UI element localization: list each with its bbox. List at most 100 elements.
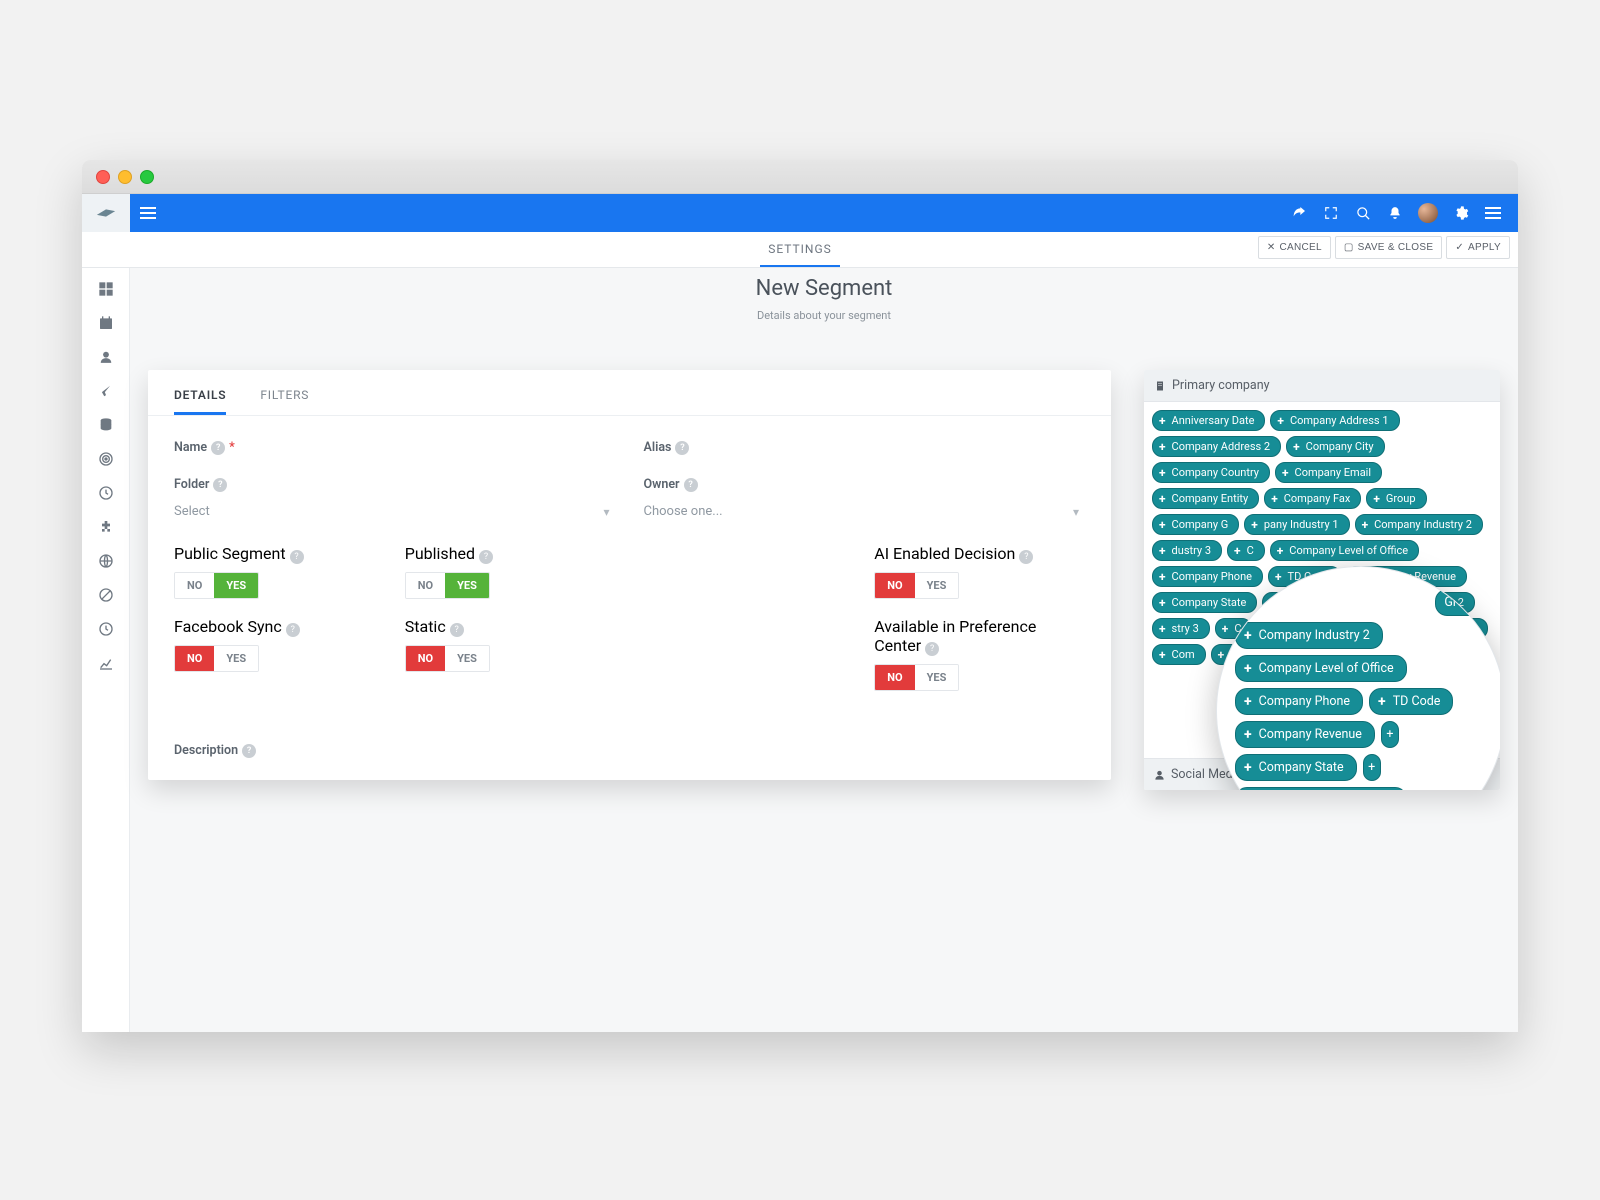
analytics-icon[interactable] <box>89 650 123 676</box>
toggle-yes[interactable]: YES <box>915 573 959 598</box>
tab-settings[interactable]: SETTINGS <box>760 232 840 267</box>
mag-chip[interactable]: +Company Industry 2 <box>1235 622 1383 649</box>
campaigns-icon[interactable] <box>89 378 123 404</box>
mac-window: SETTINGS ✕CANCEL ▢SAVE & CLOSE ✓APPLY <box>82 160 1518 1032</box>
attr-chip[interactable]: +Company City <box>1286 436 1384 457</box>
toggle-no[interactable]: NO <box>875 573 914 598</box>
help-icon[interactable]: ? <box>1019 550 1033 564</box>
help-icon[interactable]: ? <box>286 623 300 637</box>
help-icon[interactable]: ? <box>211 441 225 455</box>
globe-icon[interactable] <box>89 548 123 574</box>
mag-chip[interactable]: +Company Phone <box>1235 688 1363 715</box>
help-icon[interactable]: ? <box>242 744 256 758</box>
zoom-dot[interactable] <box>140 170 154 184</box>
attr-header[interactable]: Primary company <box>1144 370 1500 402</box>
toggle-yes[interactable]: YES <box>214 573 258 598</box>
attr-chip[interactable]: +Company State <box>1152 592 1257 613</box>
attr-chip[interactable]: +Company Level of Office <box>1270 540 1419 561</box>
owner-select[interactable]: Choose one... ▾ <box>644 498 1086 526</box>
mag-chip[interactable]: + <box>1381 721 1399 748</box>
toggle-no[interactable]: NO <box>175 573 214 598</box>
published-toggle[interactable]: NO YES <box>405 572 490 599</box>
attr-chip[interactable]: +Company Entity <box>1152 488 1259 509</box>
public-segment-toggle[interactable]: NO YES <box>174 572 259 599</box>
fullscreen-icon[interactable] <box>1322 204 1340 222</box>
toggle-no[interactable]: NO <box>406 646 445 671</box>
toggle-no[interactable]: NO <box>875 665 914 690</box>
target-icon[interactable] <box>89 446 123 472</box>
help-icon[interactable]: ? <box>290 550 304 564</box>
search-icon[interactable] <box>1354 204 1372 222</box>
attr-chip[interactable]: +Company Address 1 <box>1270 410 1399 431</box>
avatar[interactable] <box>1418 203 1438 223</box>
toggle-yes[interactable]: YES <box>445 573 489 598</box>
mag-chip[interactable]: +Company State <box>1235 754 1357 781</box>
attr-chip[interactable]: +Company Fax <box>1264 488 1361 509</box>
attr-chip[interactable]: +C <box>1227 540 1265 561</box>
attr-chip[interactable]: +Group <box>1366 488 1426 509</box>
toggle-sidebar-button[interactable] <box>130 194 166 232</box>
attr-chip[interactable]: +pany Industry 1 <box>1244 514 1349 535</box>
mag-chip[interactable]: + <box>1363 754 1381 781</box>
attr-chip[interactable]: +Company Address 2 <box>1152 436 1281 457</box>
menu-icon[interactable] <box>1484 204 1502 222</box>
plugins-icon[interactable] <box>89 514 123 540</box>
cancel-button[interactable]: ✕CANCEL <box>1258 236 1331 259</box>
attr-chip[interactable]: +dustry 3 <box>1152 540 1222 561</box>
block-icon[interactable] <box>89 582 123 608</box>
toggle-yes[interactable]: YES <box>915 665 959 690</box>
close-dot[interactable] <box>96 170 110 184</box>
help-icon[interactable]: ? <box>684 478 698 492</box>
toggle-no[interactable]: NO <box>406 573 445 598</box>
attr-chip[interactable]: +Company G <box>1152 514 1239 535</box>
description-field: Description ? <box>174 739 1085 758</box>
database-icon[interactable] <box>89 412 123 438</box>
facebook-sync-toggle[interactable]: NO YES <box>174 645 259 672</box>
attr-chip[interactable]: +Company Email <box>1275 462 1382 483</box>
plus-icon: + <box>1251 519 1258 531</box>
minimize-dot[interactable] <box>118 170 132 184</box>
clock-icon[interactable] <box>89 480 123 506</box>
tab-details[interactable]: DETAILS <box>174 388 226 415</box>
mag-chip[interactable]: +Company Sub Industry 2 <box>1235 787 1407 790</box>
toggle-row-1-left: Public Segment ? NO YES Published ? NO Y… <box>174 544 616 599</box>
ai-enabled-toggle[interactable]: NO YES <box>874 572 959 599</box>
attr-chip[interactable]: +stry 3 <box>1152 618 1210 639</box>
attr-chip[interactable]: +Com <box>1152 644 1206 665</box>
share-icon[interactable] <box>1290 204 1308 222</box>
tab-filters[interactable]: FILTERS <box>260 388 309 415</box>
attr-chip[interactable]: +Anniversary Date <box>1152 410 1265 431</box>
details-card: DETAILS FILTERS Name ? * Alias ? Folder … <box>148 370 1111 780</box>
calendar-icon[interactable] <box>89 310 123 336</box>
help-icon[interactable]: ? <box>450 623 464 637</box>
help-icon[interactable]: ? <box>479 550 493 564</box>
mag-chip[interactable]: +Company Level of Office <box>1235 655 1407 682</box>
dashboard-icon[interactable] <box>89 276 123 302</box>
brand-logo <box>82 194 130 232</box>
chip-label: Company City <box>1306 440 1374 453</box>
history-icon[interactable] <box>89 616 123 642</box>
folder-select[interactable]: Select ▾ <box>174 498 616 526</box>
attr-chip[interactable]: +Company Phone <box>1152 566 1263 587</box>
static-toggle[interactable]: NO YES <box>405 645 490 672</box>
save-close-button[interactable]: ▢SAVE & CLOSE <box>1335 236 1442 259</box>
mag-chip[interactable]: +TD Code <box>1369 688 1453 715</box>
help-icon[interactable]: ? <box>213 478 227 492</box>
attr-chip[interactable]: +Company Country <box>1152 462 1270 483</box>
toggle-yes[interactable]: YES <box>445 646 489 671</box>
name-field: Name ? * <box>174 436 616 455</box>
help-icon[interactable]: ? <box>925 642 939 656</box>
plus-icon: + <box>1244 761 1252 775</box>
toggle-yes[interactable]: YES <box>214 646 258 671</box>
bell-icon[interactable] <box>1386 204 1404 222</box>
mag-chip[interactable]: +Company Revenue <box>1235 721 1375 748</box>
card-tabs: DETAILS FILTERS <box>148 370 1111 416</box>
toggle-no[interactable]: NO <box>175 646 214 671</box>
attr-chip[interactable]: +Company Industry 2 <box>1355 514 1483 535</box>
help-icon[interactable]: ? <box>675 441 689 455</box>
gear-icon[interactable] <box>1452 204 1470 222</box>
plus-icon: + <box>1218 649 1225 661</box>
contacts-icon[interactable] <box>89 344 123 370</box>
pref-center-toggle[interactable]: NO YES <box>874 664 959 691</box>
apply-button[interactable]: ✓APPLY <box>1446 236 1510 259</box>
